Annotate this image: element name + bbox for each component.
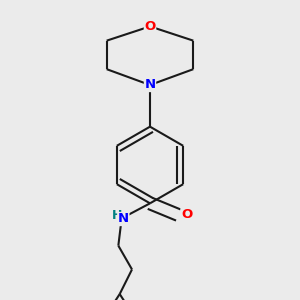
Text: O: O: [144, 20, 156, 33]
Text: H: H: [112, 209, 122, 222]
Text: N: N: [144, 79, 156, 92]
Text: O: O: [181, 208, 192, 221]
Text: N: N: [118, 212, 129, 226]
